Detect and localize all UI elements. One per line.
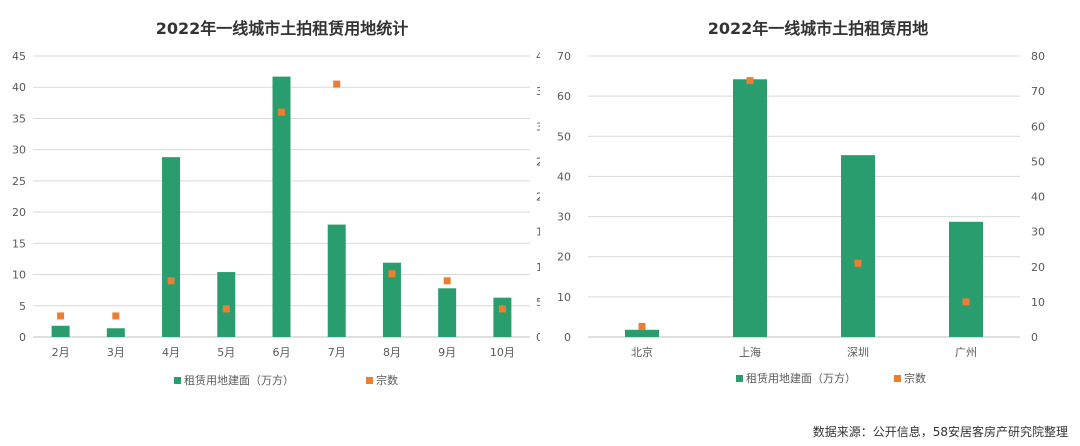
bar <box>106 328 125 337</box>
bar <box>217 272 236 337</box>
dot <box>167 277 175 285</box>
y-right-tick-label: 70 <box>1031 85 1045 98</box>
y-left-tick-label: 40 <box>557 170 571 183</box>
dot <box>57 312 65 320</box>
dot <box>962 298 970 306</box>
y-right-tick-label: 40 <box>1031 191 1045 204</box>
y-left-tick-label: 50 <box>557 130 571 143</box>
y-left-tick-label: 20 <box>12 206 26 219</box>
y-right-tick-label: 80 <box>1031 50 1045 63</box>
y-right-tick-label: 0 <box>536 331 540 344</box>
dots <box>638 77 970 330</box>
ticks: 0 5 10 15 20 25 30 35 40 45 0 5 10 15 20 25 30 35 40 2月 3月 4月… <box>12 50 540 359</box>
bar <box>625 329 659 337</box>
dots <box>57 80 506 320</box>
dot <box>112 312 120 320</box>
dot <box>746 77 754 85</box>
y-right-tick-label: 60 <box>1031 120 1045 133</box>
dot <box>388 270 396 278</box>
x-tick-label: 8月 <box>383 346 401 359</box>
bars <box>51 76 512 338</box>
dot <box>222 305 230 313</box>
y-right-tick-label: 5 <box>536 296 540 309</box>
y-left-tick-label: 10 <box>557 291 571 304</box>
legend-swatch-bar <box>736 375 743 382</box>
legend: 租赁用地建面（万方） 宗数 <box>736 371 926 385</box>
y-left-tick-label: 25 <box>12 175 26 188</box>
chart-title: 2022年一线城市土拍租赁用地 <box>708 19 929 38</box>
bar <box>733 79 767 337</box>
x-tick-label: 2月 <box>52 346 70 359</box>
bar <box>438 288 457 337</box>
y-left-tick-label: 35 <box>12 112 26 125</box>
y-left-tick-label: 5 <box>19 300 26 313</box>
legend: 租赁用地建面（万方） 宗数 <box>174 373 398 387</box>
y-left-tick-label: 30 <box>12 144 26 157</box>
dot <box>638 322 646 330</box>
chart-title: 2022年一线城市土拍租赁用地统计 <box>156 19 409 38</box>
legend-label-dot: 宗数 <box>376 373 398 387</box>
legend-label-bar: 租赁用地建面（万方） <box>746 371 856 385</box>
y-left-tick-label: 20 <box>557 251 571 264</box>
bar <box>162 157 181 337</box>
y-right-tick-label: 15 <box>536 226 540 239</box>
y-left-tick-label: 30 <box>557 211 571 224</box>
y-left-tick-label: 40 <box>12 81 26 94</box>
dot <box>854 259 862 267</box>
y-right-tick-label: 20 <box>1031 261 1045 274</box>
y-left-tick-label: 0 <box>19 331 26 344</box>
chart-right: 2022年一线城市土拍租赁用地 0 10 20 30 40 50 60 70 0 10 20 30 40… <box>557 19 1045 385</box>
y-left-tick-label: 45 <box>12 50 26 63</box>
chart-left: 2022年一线城市土拍租赁用地统计 0 5 10 15 20 25 30 35 40 45 0 5 10… <box>12 19 540 387</box>
bar <box>327 224 346 337</box>
x-tick-label: 5月 <box>217 346 235 359</box>
x-tick-label: 7月 <box>328 346 346 359</box>
x-tick-label: 3月 <box>107 346 125 359</box>
bar <box>51 325 70 337</box>
y-right-tick-label: 10 <box>1031 296 1045 309</box>
y-right-tick-label: 35 <box>536 85 540 98</box>
legend-label-bar: 租赁用地建面（万方） <box>184 373 294 387</box>
legend-swatch-dot <box>894 375 901 382</box>
legend-swatch-dot <box>366 377 373 384</box>
y-left-tick-label: 15 <box>12 237 26 250</box>
y-right-tick-label: 10 <box>536 261 540 274</box>
y-right-tick-label: 20 <box>536 191 540 204</box>
x-tick-label: 深圳 <box>847 346 869 359</box>
dot <box>443 277 451 285</box>
bar <box>949 221 983 337</box>
x-tick-label: 9月 <box>438 346 456 359</box>
x-tick-label: 4月 <box>162 346 180 359</box>
y-left-tick-label: 70 <box>557 50 571 63</box>
dot <box>498 305 506 313</box>
y-left-tick-label: 0 <box>564 331 571 344</box>
grid <box>588 55 1020 338</box>
legend-swatch-bar <box>174 377 181 384</box>
bar <box>841 155 875 337</box>
y-left-tick-label: 10 <box>12 269 26 282</box>
x-tick-label: 10月 <box>490 346 515 359</box>
y-right-tick-label: 25 <box>536 155 540 168</box>
bar <box>382 262 401 337</box>
x-tick-label: 北京 <box>631 345 653 359</box>
bar <box>493 297 512 337</box>
y-right-tick-label: 40 <box>536 50 540 63</box>
ticks: 0 10 20 30 40 50 60 70 0 10 20 30 40 50 60 70 80 北京 上海 深圳 广州 <box>557 50 1045 359</box>
bars <box>625 79 983 337</box>
bar <box>272 76 291 338</box>
y-right-tick-label: 0 <box>1031 331 1038 344</box>
y-left-tick-label: 60 <box>557 90 571 103</box>
y-right-tick-label: 30 <box>1031 226 1045 239</box>
dot <box>333 80 341 88</box>
x-tick-label: 上海 <box>739 345 761 359</box>
x-tick-label: 广州 <box>955 346 977 359</box>
x-tick-label: 6月 <box>273 346 291 359</box>
legend-label-dot: 宗数 <box>904 371 926 385</box>
y-right-tick-label: 50 <box>1031 155 1045 168</box>
dot <box>278 108 285 116</box>
y-right-tick-label: 30 <box>536 120 540 133</box>
data-source-note: 数据来源：公开信息，58安居客房产研究院整理 <box>812 425 1068 439</box>
